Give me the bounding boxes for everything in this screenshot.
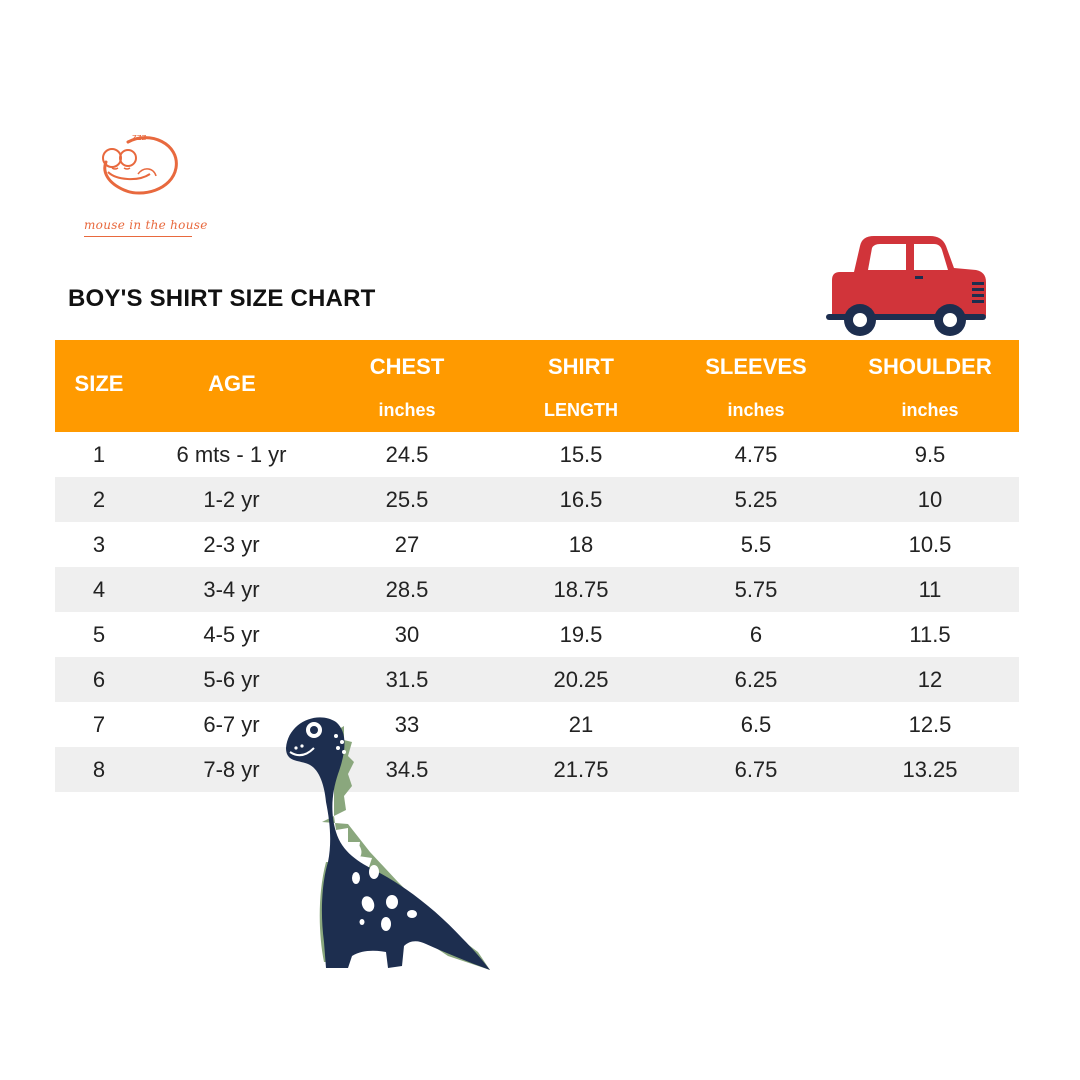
cell-chest: 28.5	[385, 576, 429, 602]
header-chest: CHEST inches	[320, 354, 494, 421]
page-title: BOY'S SHIRT SIZE CHART	[68, 285, 376, 312]
cell-chest: 27	[394, 531, 420, 557]
cell-sleeves: 4.75	[734, 441, 778, 467]
header-size: SIZE	[55, 371, 143, 397]
cell-size: 6	[92, 666, 106, 692]
header-shoulder: SHOULDER inches	[844, 354, 1016, 421]
header-chest-label: CHEST	[369, 354, 445, 379]
cell-shirt-length: 15.5	[559, 441, 603, 467]
dinosaur-icon	[286, 717, 490, 970]
cell-shirt-length: 19.5	[559, 621, 603, 647]
table-row: 3 2-3 yr 27 18 5.5 10.5	[55, 522, 1019, 567]
cell-size: 4	[92, 576, 106, 602]
table-header: SIZE AGE CHEST inches SHIRT LENGTH SLEEV…	[55, 340, 1019, 432]
cell-chest: 34.5	[385, 756, 429, 782]
cell-age: 4-5 yr	[203, 621, 260, 647]
table-row: 2 1-2 yr 25.5 16.5 5.25 10	[55, 477, 1019, 522]
header-shoulder-label: SHOULDER	[868, 354, 992, 379]
logo-underline	[84, 236, 192, 237]
brand-logo: zzz mouse in the house	[80, 128, 207, 238]
dinosaur-illustration	[278, 712, 498, 979]
header-chest-unit: inches	[378, 400, 436, 420]
cell-age: 2-3 yr	[203, 531, 260, 557]
header-size-label: SIZE	[74, 371, 124, 396]
cell-age: 6-7 yr	[203, 711, 260, 737]
table-row: 1 6 mts - 1 yr 24.5 15.5 4.75 9.5	[55, 432, 1019, 477]
cell-age: 5-6 yr	[203, 666, 260, 692]
header-sleeves-unit: inches	[727, 400, 785, 420]
cell-sleeves: 6.75	[734, 756, 778, 782]
cell-size: 2	[92, 486, 106, 512]
table-row: 8 7-8 yr 34.5 21.75 6.75 13.25	[55, 747, 1019, 792]
table-row: 6 5-6 yr 31.5 20.25 6.25 12	[55, 657, 1019, 702]
cell-age: 6 mts - 1 yr	[176, 441, 287, 467]
cell-size: 7	[92, 711, 106, 737]
cell-chest: 30	[394, 621, 420, 647]
table-body: 1 6 mts - 1 yr 24.5 15.5 4.75 9.5 2 1-2 …	[55, 432, 1019, 792]
table-row: 5 4-5 yr 30 19.5 6 11.5	[55, 612, 1019, 657]
cell-sleeves: 5.5	[740, 531, 772, 557]
cell-chest: 24.5	[385, 441, 429, 467]
car-icon	[826, 236, 986, 336]
header-shirt-length: SHIRT LENGTH	[494, 354, 668, 421]
cell-chest: 31.5	[385, 666, 429, 692]
cell-size: 1	[92, 441, 106, 467]
cell-shirt-length: 21.75	[553, 756, 609, 782]
header-length-label: LENGTH	[544, 400, 618, 420]
header-age: AGE	[155, 371, 309, 397]
cell-chest: 33	[394, 711, 420, 737]
logo-text: mouse in the house	[84, 218, 208, 232]
header-shoulder-unit: inches	[901, 400, 959, 420]
cell-age: 3-4 yr	[203, 576, 260, 602]
cell-size: 8	[92, 756, 106, 782]
cell-sleeves: 5.25	[734, 486, 778, 512]
cell-shoulder: 9.5	[914, 441, 946, 467]
cell-shirt-length: 20.25	[553, 666, 609, 692]
cell-size: 5	[92, 621, 106, 647]
cell-age: 1-2 yr	[203, 486, 260, 512]
cell-shoulder: 11	[918, 576, 942, 602]
cell-sleeves: 5.75	[734, 576, 778, 602]
cell-sleeves: 6	[749, 621, 763, 647]
cell-shirt-length: 21	[568, 711, 594, 737]
header-age-label: AGE	[208, 371, 256, 396]
table-row: 4 3-4 yr 28.5 18.75 5.75 11	[55, 567, 1019, 612]
cell-shoulder: 12	[917, 666, 943, 692]
cell-shoulder: 10.5	[908, 531, 952, 557]
cell-shoulder: 13.25	[902, 756, 958, 782]
cell-sleeves: 6.5	[740, 711, 772, 737]
cell-shoulder: 11.5	[909, 621, 951, 647]
cell-chest: 25.5	[385, 486, 429, 512]
mouse-logo-icon: zzz	[102, 133, 178, 195]
cell-size: 3	[92, 531, 106, 557]
header-sleeves-label: SLEEVES	[705, 354, 807, 379]
cell-sleeves: 6.25	[734, 666, 778, 692]
size-chart-table: SIZE AGE CHEST inches SHIRT LENGTH SLEEV…	[55, 340, 1019, 792]
cell-age: 7-8 yr	[203, 756, 260, 782]
table-row: 7 6-7 yr 33 21 6.5 12.5	[55, 702, 1019, 747]
cell-shoulder: 10	[917, 486, 943, 512]
cell-shirt-length: 18.75	[553, 576, 609, 602]
cell-shoulder: 12.5	[908, 711, 952, 737]
header-sleeves: SLEEVES inches	[668, 354, 844, 421]
sleep-glyph: zzz	[132, 133, 146, 143]
header-shirt-label: SHIRT	[548, 354, 614, 379]
cell-shirt-length: 16.5	[559, 486, 603, 512]
car-illustration	[824, 230, 994, 345]
cell-shirt-length: 18	[568, 531, 594, 557]
